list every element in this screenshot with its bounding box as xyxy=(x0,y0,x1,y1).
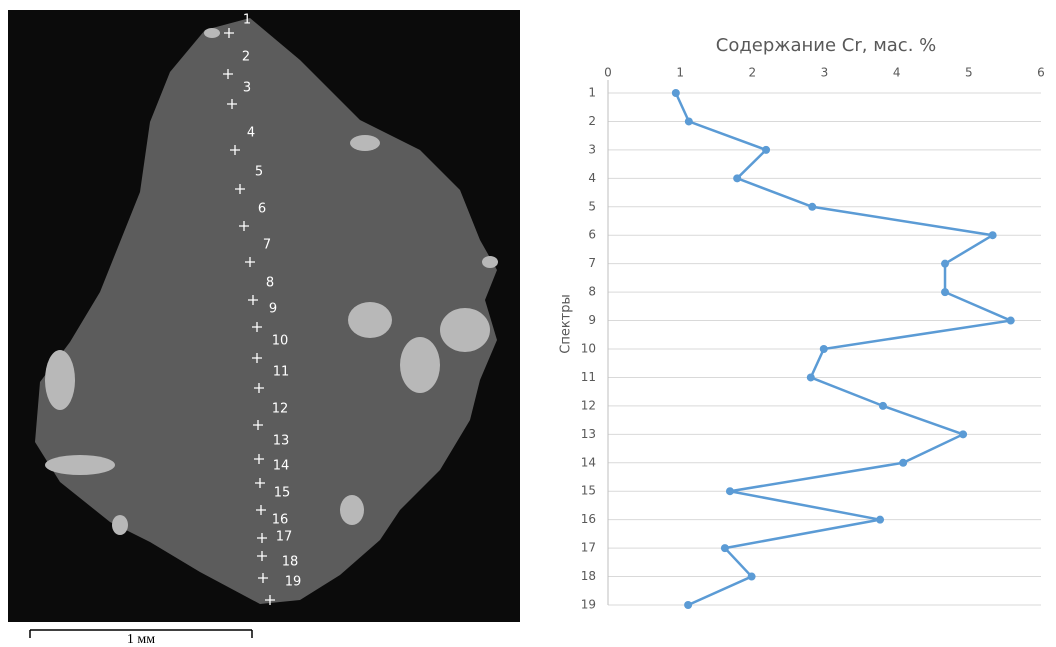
data-point xyxy=(733,174,741,182)
spot-label: 3 xyxy=(243,81,251,96)
spot-label: 12 xyxy=(272,402,289,417)
spot-label: 6 xyxy=(258,202,266,217)
y-axis-label: Спектры xyxy=(559,294,574,354)
spot-label: 10 xyxy=(272,334,289,349)
y-tick-label: 11 xyxy=(581,370,596,384)
spot-label: 5 xyxy=(255,165,263,180)
scale-label: 1 мм xyxy=(127,632,155,647)
x-tick-label: 2 xyxy=(749,66,757,80)
x-tick-label: 4 xyxy=(893,66,901,80)
spot-label: 19 xyxy=(285,575,302,590)
data-point xyxy=(721,544,729,552)
spot-label: 7 xyxy=(263,238,271,253)
spot-label: 1 xyxy=(243,13,251,28)
y-tick-label: 9 xyxy=(588,313,596,327)
data-point xyxy=(941,260,949,268)
data-point xyxy=(959,430,967,438)
data-point xyxy=(989,231,997,239)
data-point xyxy=(672,89,680,97)
page: 12345678910111213141516171819 1 мм Содер… xyxy=(0,0,1056,647)
y-tick-label: 17 xyxy=(581,541,596,555)
x-tick-label: 6 xyxy=(1037,66,1045,80)
spot-label: 2 xyxy=(242,50,250,65)
data-point xyxy=(879,402,887,410)
y-tick-label: 15 xyxy=(581,484,596,498)
y-tick-label: 6 xyxy=(588,228,596,242)
spot-label: 4 xyxy=(247,126,255,141)
y-tick-label: 4 xyxy=(588,171,596,185)
data-point xyxy=(748,573,756,581)
y-tick-label: 5 xyxy=(588,199,596,213)
data-point xyxy=(1007,317,1015,325)
data-point xyxy=(762,146,770,154)
y-tick-label: 3 xyxy=(588,142,596,156)
y-tick-label: 8 xyxy=(588,285,596,299)
spot-label: 16 xyxy=(272,513,289,528)
y-tick-label: 13 xyxy=(581,427,596,441)
y-tick-label: 19 xyxy=(581,598,596,612)
x-tick-label: 1 xyxy=(676,66,684,80)
chart-title: Содержание Cr, мас. % xyxy=(716,35,937,56)
data-point xyxy=(941,288,949,296)
y-tick-label: 7 xyxy=(588,256,596,270)
spot-label: 11 xyxy=(273,365,290,380)
spot-label: 8 xyxy=(266,276,274,291)
spot-label: 9 xyxy=(269,302,277,317)
x-tick-label: 3 xyxy=(821,66,829,80)
x-tick-label: 5 xyxy=(965,66,973,80)
data-point xyxy=(899,459,907,467)
y-tick-label: 14 xyxy=(581,455,596,469)
data-point xyxy=(726,487,734,495)
data-point xyxy=(807,373,815,381)
spot-label: 13 xyxy=(273,434,290,449)
spot-label: 14 xyxy=(273,459,290,474)
data-point xyxy=(820,345,828,353)
spot-label: 18 xyxy=(282,555,299,570)
y-tick-label: 12 xyxy=(581,398,596,412)
y-tick-label: 18 xyxy=(581,569,596,583)
spot-label: 15 xyxy=(274,486,291,501)
x-tick-label: 0 xyxy=(604,66,612,80)
y-tick-label: 16 xyxy=(581,512,596,526)
data-point xyxy=(685,117,693,125)
y-tick-label: 10 xyxy=(581,342,596,356)
spot-label: 17 xyxy=(276,530,293,545)
data-point xyxy=(876,516,884,524)
data-point xyxy=(684,601,692,609)
y-tick-label: 2 xyxy=(588,114,596,128)
data-point xyxy=(808,203,816,211)
y-tick-label: 1 xyxy=(588,86,596,100)
